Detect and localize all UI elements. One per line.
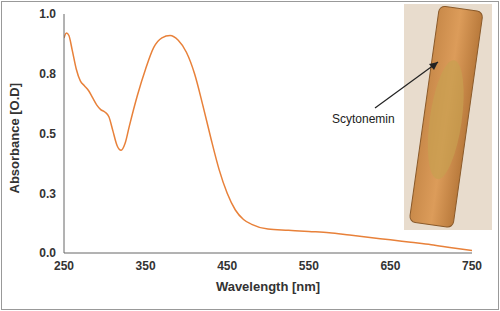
svg-text:750: 750 [462,259,482,273]
svg-text:0.0: 0.0 [39,246,56,260]
svg-text:0.5: 0.5 [39,127,56,141]
svg-text:Scytonemin: Scytonemin [332,112,395,126]
svg-text:Absorbance [O.D]: Absorbance [O.D] [7,83,22,194]
svg-text:450: 450 [217,259,237,273]
svg-text:350: 350 [136,259,156,273]
svg-text:650: 650 [380,259,400,273]
svg-text:0.3: 0.3 [39,187,56,201]
svg-text:Wavelength [nm]: Wavelength [nm] [216,279,320,294]
svg-text:550: 550 [299,259,319,273]
svg-text:1.0: 1.0 [39,7,56,21]
svg-text:250: 250 [54,259,74,273]
svg-text:0.8: 0.8 [39,67,56,81]
